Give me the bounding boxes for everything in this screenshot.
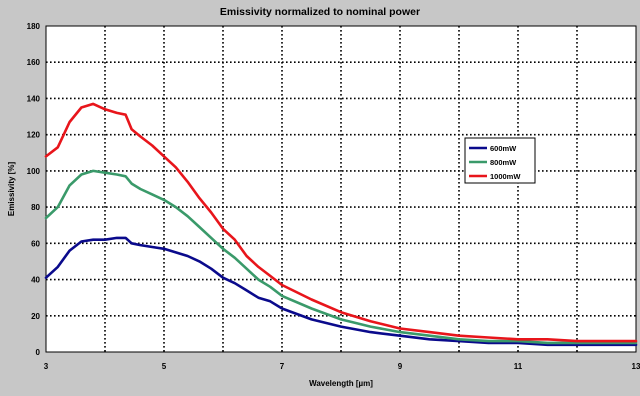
legend-label: 600mW (490, 144, 517, 153)
x-axis-label: Wavelength [µm] (309, 379, 373, 388)
x-tick-label: 7 (280, 362, 285, 371)
y-tick-label: 160 (27, 58, 41, 67)
y-tick-label: 100 (27, 167, 41, 176)
legend: 600mW 800mW 1000mW (464, 137, 536, 184)
legend-label: 800mW (490, 158, 517, 167)
plot-area (46, 26, 636, 352)
x-tick-label: 9 (398, 362, 403, 371)
y-tick-label: 180 (27, 22, 41, 31)
y-tick-label: 120 (27, 131, 41, 140)
y-tick-label: 60 (31, 239, 40, 248)
y-tick-label: 140 (27, 94, 41, 103)
series-lines (44, 102, 638, 347)
series-line-1000mW (44, 102, 638, 343)
series-line-600mW (44, 236, 638, 347)
y-tick-label: 40 (31, 276, 40, 285)
plot-border (45, 25, 637, 353)
chart-title: Emissivity normalized to nominal power (220, 6, 420, 18)
x-tick-label: 3 (44, 362, 49, 371)
y-axis-label: Emissivity [%] (7, 162, 16, 217)
tick-labels: 0 20 40 60 80 100 120 140 160 180 3 5 7 9 11 13 (27, 22, 640, 371)
x-tick-label: 5 (162, 362, 167, 371)
legend-label: 1000mW (490, 172, 521, 181)
y-tick-label: 80 (31, 203, 40, 212)
x-tick-label: 13 (632, 362, 640, 371)
y-tick-label: 20 (31, 312, 40, 321)
series-line-800mW (44, 169, 638, 345)
x-tick-label: 11 (514, 362, 523, 371)
y-tick-label: 0 (36, 348, 41, 357)
